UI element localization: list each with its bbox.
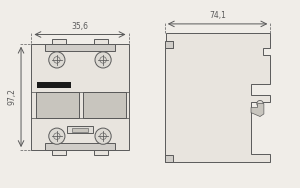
Text: 97,2: 97,2 [8, 88, 16, 105]
Bar [94, 150, 108, 155]
Bar [32, 44, 128, 150]
Bar [72, 127, 88, 132]
Circle shape [49, 128, 65, 144]
Bar [37, 82, 71, 88]
Bar [52, 39, 66, 44]
Circle shape [257, 100, 263, 107]
Polygon shape [251, 104, 264, 117]
Text: 35,6: 35,6 [71, 22, 88, 31]
Circle shape [95, 52, 111, 68]
Text: 74,1: 74,1 [209, 11, 226, 20]
Bar [83, 92, 126, 118]
Bar [45, 143, 115, 150]
Bar [165, 41, 172, 48]
Bar [67, 126, 93, 133]
Bar [165, 155, 172, 161]
Circle shape [49, 52, 65, 68]
Bar [52, 150, 66, 155]
Circle shape [95, 128, 111, 144]
Bar [36, 92, 79, 118]
Bar [45, 44, 115, 51]
Polygon shape [165, 33, 270, 161]
Bar [94, 39, 108, 44]
